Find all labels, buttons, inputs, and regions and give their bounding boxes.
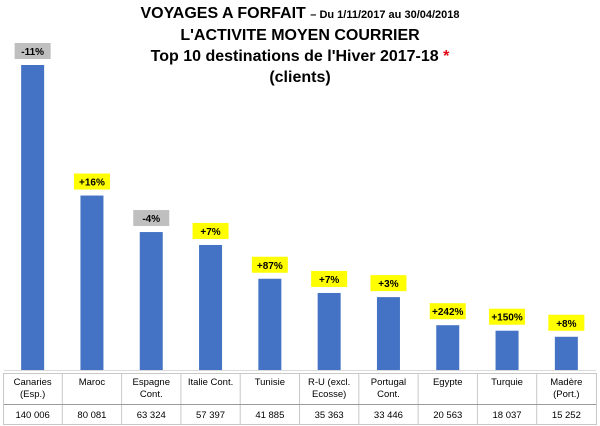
change-label: -4%: [142, 214, 160, 225]
change-label: +7%: [319, 275, 339, 286]
category-label: Egypte: [433, 377, 463, 388]
category-label: Italie Cont.: [188, 377, 233, 388]
category-label: Cont.: [140, 389, 163, 400]
bar: [80, 195, 104, 370]
title-line-2: L'ACTIVITE MOYEN COURRIER: [180, 27, 420, 44]
category-label: Madère: [550, 377, 582, 388]
bar: [199, 244, 223, 370]
change-badge: [133, 210, 170, 227]
change-label: +16%: [79, 178, 105, 189]
value-label: 20 563: [433, 410, 462, 421]
category-label: Canaries: [14, 377, 52, 388]
bar: [495, 330, 519, 370]
change-badge: [14, 43, 51, 59]
bar: [258, 278, 282, 370]
title-line-1: VOYAGES A FORFAIT – Du 1/11/2017 au 30/0…: [0, 4, 600, 25]
change-badge: [73, 173, 110, 190]
category-label: (Port.): [553, 389, 579, 400]
change-badge: [429, 303, 466, 320]
chart-subtitle: Top 10 destinations de l'Hiver 2017-18: [150, 48, 439, 65]
category-label: Tunisie: [255, 377, 285, 388]
value-label: 57 397: [196, 410, 225, 421]
value-label: 140 006: [15, 410, 49, 421]
change-badge: [251, 256, 288, 273]
table-separator: [4, 404, 596, 405]
bar: [554, 336, 578, 370]
change-badge: [370, 275, 407, 292]
change-label: +3%: [378, 279, 398, 290]
bar: [139, 232, 163, 370]
change-label: +7%: [200, 227, 220, 238]
title-line-3: Top 10 destinations de l'Hiver 2017-18 *: [0, 46, 600, 67]
bar: [436, 325, 460, 370]
category-label: Portugal: [371, 377, 406, 388]
category-label: Turquie: [491, 377, 523, 388]
change-label: +8%: [556, 319, 576, 330]
category-label: Maroc: [79, 377, 106, 388]
value-label: 33 446: [374, 410, 403, 421]
category-label: R-U (excl.: [308, 377, 350, 388]
chart-title: VOYAGES A FORFAIT – Du 1/11/2017 au 30/0…: [0, 4, 600, 88]
value-label: 41 885: [255, 410, 284, 421]
title-period: – Du 1/11/2017 au 30/04/2018: [310, 9, 460, 21]
change-label: +150%: [491, 313, 523, 324]
bar: [376, 297, 400, 370]
change-label: +242%: [432, 307, 464, 318]
data-table-frame: [3, 373, 597, 425]
bar: [21, 65, 45, 370]
change-label: +87%: [257, 261, 283, 272]
bar: [317, 292, 341, 370]
category-label: Espagne: [132, 377, 170, 388]
value-label: 63 324: [137, 410, 166, 421]
asterisk-mark: *: [443, 48, 450, 65]
unit-label: (clients): [269, 69, 331, 86]
change-badge: [311, 270, 348, 287]
category-label: Ecosse): [312, 389, 346, 400]
value-label: 35 363: [315, 410, 344, 421]
category-label: Cont.: [377, 389, 400, 400]
change-badge: [548, 314, 585, 331]
change-label: -11%: [21, 47, 44, 58]
title-main: VOYAGES A FORFAIT: [140, 5, 306, 22]
change-badge: [192, 222, 229, 239]
category-label: (Esp.): [20, 389, 45, 400]
value-label: 80 081: [77, 410, 106, 421]
value-label: 15 252: [552, 410, 581, 421]
change-badge: [489, 308, 526, 325]
value-label: 18 037: [493, 410, 522, 421]
